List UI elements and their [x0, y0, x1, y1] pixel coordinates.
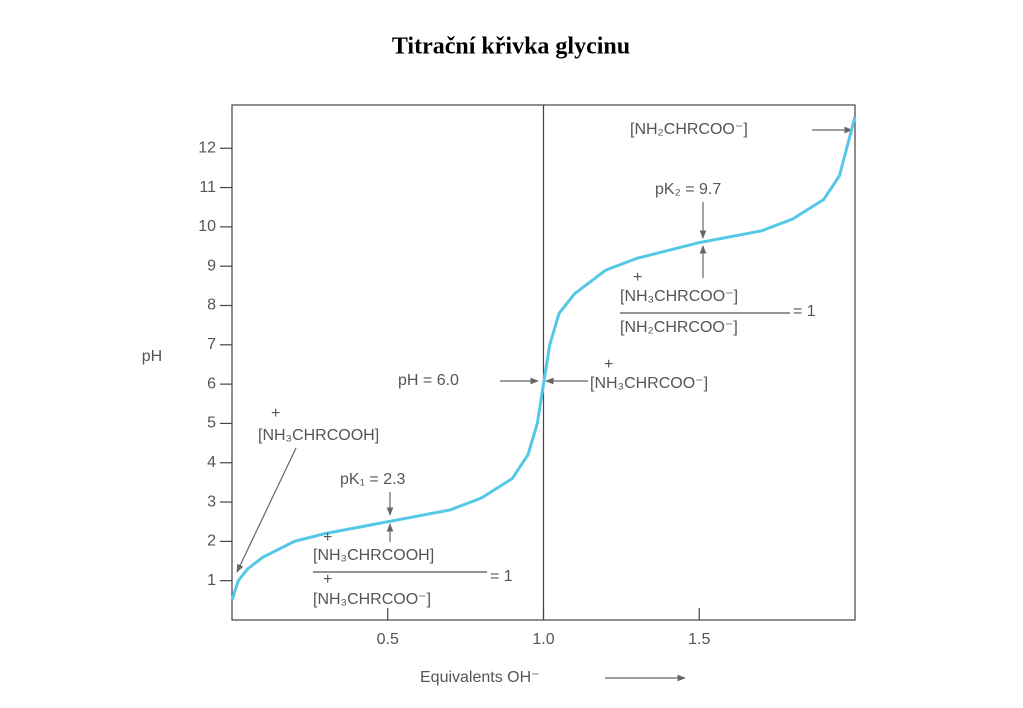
y-tick-label: 12: [198, 139, 216, 156]
annotation: +: [604, 356, 613, 373]
annotation: +: [323, 571, 332, 588]
annotation: pH = 6.0: [398, 372, 459, 389]
x-tick-label: 1.5: [688, 631, 710, 648]
arrow: [236, 447, 297, 573]
annotation: [NH₃CHRCOOH]: [313, 547, 434, 564]
annotation: pK₁ = 2.3: [340, 471, 406, 488]
y-tick-label: 9: [207, 257, 216, 274]
annotation: [NH₃CHRCOO⁻]: [620, 288, 738, 305]
chart-title: Titrační křivka glycinu: [392, 34, 630, 60]
y-tick-label: 10: [198, 218, 216, 235]
annotation: pK₂ = 9.7: [655, 181, 721, 198]
y-tick-label: 1: [207, 572, 216, 589]
annotation: [NH₂CHRCOO⁻]: [620, 319, 738, 336]
y-tick-label: 11: [199, 179, 216, 196]
x-axis-label: Equivalents OH⁻: [420, 669, 540, 686]
y-tick-label: 5: [207, 415, 216, 432]
annotation: [NH₃CHRCOOH]: [258, 427, 379, 444]
annotation: +: [271, 405, 280, 422]
annotation: +: [323, 529, 332, 546]
annotation: +: [633, 269, 642, 286]
annotation: [NH₃CHRCOO⁻]: [590, 375, 708, 392]
annotation: = 1: [490, 568, 513, 585]
y-tick-label: 3: [207, 493, 216, 510]
x-tick-label: 0.5: [377, 631, 399, 648]
y-tick-label: 8: [207, 297, 216, 314]
x-tick-label: 1.0: [532, 631, 554, 648]
y-tick-label: 4: [207, 454, 216, 471]
y-axis-label: pH: [142, 348, 162, 365]
y-tick-label: 2: [207, 533, 216, 550]
titration-curve: [230, 116, 857, 601]
y-tick-label: 6: [207, 375, 216, 392]
annotation: = 1: [793, 303, 816, 320]
annotation: [NH₃CHRCOO⁻]: [313, 591, 431, 608]
y-tick-label: 7: [207, 336, 216, 353]
annotation: [NH₂CHRCOO⁻]: [630, 121, 748, 138]
